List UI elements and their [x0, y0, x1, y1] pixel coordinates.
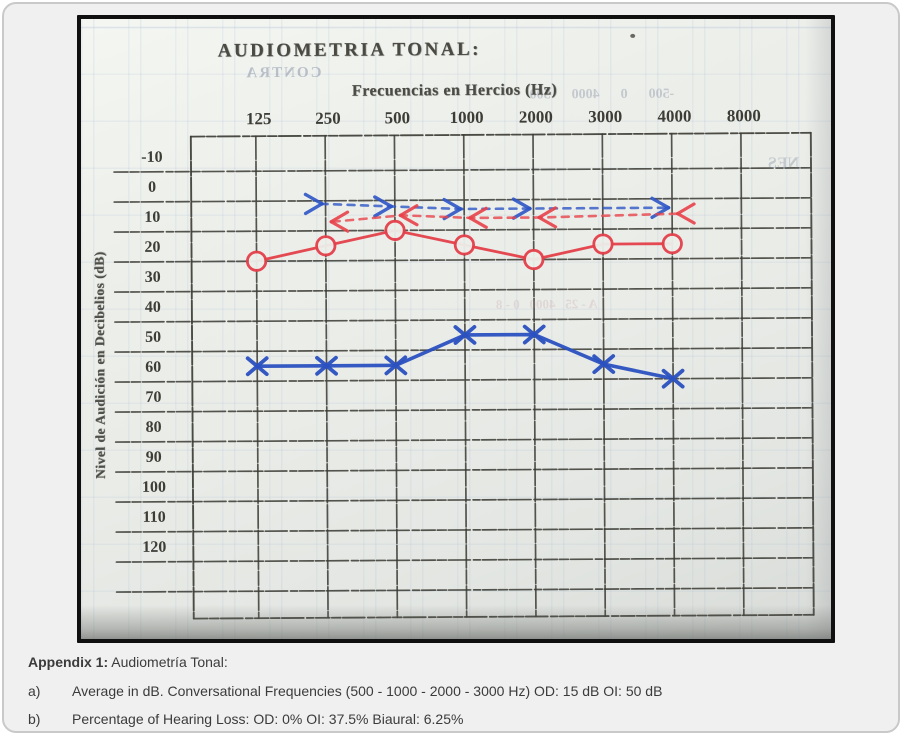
svg-text:2000: 2000 — [519, 107, 553, 126]
svg-text:90: 90 — [146, 449, 162, 466]
svg-text:8000: 8000 — [727, 106, 761, 125]
grid-lines — [113, 131, 815, 620]
paper-edge-shade — [805, 19, 831, 639]
caption-item-b-text: Percentage of Hearing Loss: OD: 0% OI: 3… — [72, 711, 464, 727]
svg-text:-10: -10 — [141, 149, 162, 166]
svg-text:80: 80 — [146, 419, 162, 436]
svg-text:20: 20 — [144, 239, 160, 256]
svg-text:125: 125 — [246, 109, 272, 128]
svg-text:500: 500 — [385, 108, 411, 127]
series-1 — [329, 202, 696, 233]
svg-text:0: 0 — [148, 179, 156, 196]
bleed-through-text-2: NES — [767, 154, 800, 173]
level-axis-title: Nivel de Audición en Decibelios (dB) — [91, 251, 108, 480]
frequency-axis-title: Frecuencias en Hercios (Hz) — [351, 81, 558, 100]
caption-item-a-text: Average in dB. Conversational Frequencie… — [72, 683, 663, 699]
caption-appendix-label: Appendix 1: — [28, 654, 109, 670]
series-3 — [245, 324, 685, 389]
caption-item-b-marker: b) — [28, 711, 41, 727]
db-tick-labels: -10 0 10 20 30 40 50 60 70 80 90 100 110 120 — [141, 149, 166, 556]
svg-text:4000: 4000 — [657, 107, 691, 126]
series-0 — [303, 192, 671, 221]
scan-paper: CONTRA -500 0 4000 500 NES A - 25 4000 0… — [81, 19, 831, 639]
paper-bottom-shadow — [81, 605, 831, 639]
svg-text:10: 10 — [144, 209, 160, 226]
svg-text:60: 60 — [145, 359, 161, 376]
svg-text:1000: 1000 — [450, 108, 484, 127]
caption-item-a-marker: a) — [28, 683, 41, 699]
ink-speck — [630, 33, 636, 38]
svg-text:70: 70 — [145, 389, 161, 406]
bleed-through-text: CONTRA — [244, 64, 322, 82]
svg-text:250: 250 — [315, 109, 341, 128]
bleed-through-text-3: A - 25 4000 0 - 8 — [495, 296, 598, 312]
caption-appendix: Appendix 1: Audiometría Tonal: — [28, 654, 228, 670]
svg-text:110: 110 — [143, 509, 166, 526]
caption-item-b: b) Percentage of Hearing Loss: OD: 0% OI:… — [28, 711, 463, 727]
svg-text:50: 50 — [145, 329, 161, 346]
svg-text:3000: 3000 — [588, 107, 622, 126]
caption-appendix-title: Audiometría Tonal: — [108, 654, 228, 670]
audiogram-svg: -10 0 10 20 30 40 50 60 70 80 90 100 110 120 125 250 500… — [113, 106, 815, 620]
svg-text:40: 40 — [145, 299, 161, 316]
svg-text:120: 120 — [142, 539, 166, 556]
scan-paper-content: CONTRA -500 0 4000 500 NES A - 25 4000 0… — [81, 19, 831, 639]
audiogram-title: AUDIOMETRIA TONAL: — [217, 38, 482, 62]
svg-text:30: 30 — [145, 269, 161, 286]
frequency-tick-labels: 125 250 500 1000 2000 3000 4000 8000 — [246, 106, 761, 128]
caption-item-a: a) Average in dB. Conversational Frequenc… — [28, 683, 662, 699]
svg-text:100: 100 — [142, 479, 166, 496]
series-2 — [245, 219, 683, 272]
scan-photo: CONTRA -500 0 4000 500 NES A - 25 4000 0… — [77, 15, 835, 643]
